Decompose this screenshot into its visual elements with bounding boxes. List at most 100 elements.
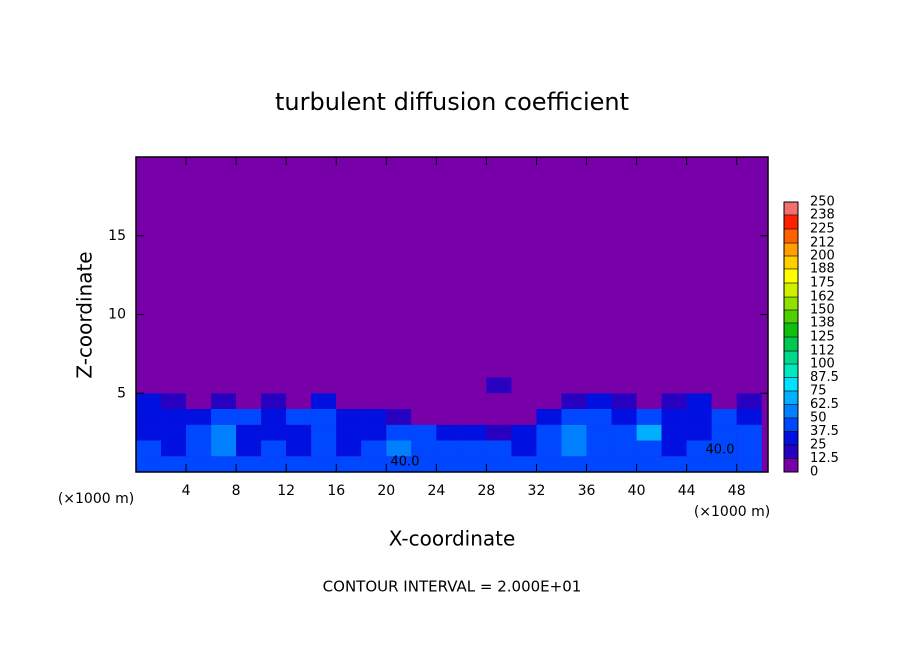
field-cell (261, 456, 287, 472)
colorbar-label: 0 (810, 465, 818, 480)
field-cell (311, 424, 337, 441)
field-cell (611, 393, 637, 409)
field-cell (461, 456, 487, 472)
colorbar-label: 112 (810, 344, 835, 359)
field-cell (386, 456, 412, 472)
colorbar-swatch (784, 214, 798, 229)
chart-title: turbulent diffusion coefficient (275, 88, 629, 116)
field-cell (211, 456, 237, 472)
field-cell (561, 377, 587, 394)
field-cell (686, 424, 712, 441)
x-tick-label: 4 (182, 483, 191, 499)
field-cell (386, 377, 412, 394)
field-cell (386, 409, 412, 425)
field-cell (436, 409, 462, 425)
field-cell (311, 409, 337, 425)
field-cell (311, 393, 337, 409)
field-cell (336, 456, 362, 472)
field-cell (511, 440, 537, 457)
colorbar-label: 175 (810, 276, 835, 291)
field-cell (236, 456, 262, 472)
x-unit: (×1000 m) (58, 491, 134, 507)
field-cell (161, 424, 187, 441)
field-cell (636, 440, 662, 457)
field-cell (361, 424, 387, 441)
colorbar-swatch (784, 243, 798, 256)
x-tick-label: 12 (277, 483, 295, 499)
field-cell (211, 440, 237, 457)
field-cell (536, 377, 562, 394)
colorbar-swatch (784, 418, 798, 432)
field-cell (636, 456, 662, 472)
x-tick-label: 16 (327, 483, 345, 499)
field-cell (586, 377, 612, 394)
colorbar-label: 150 (810, 303, 835, 318)
field-cell (136, 440, 162, 457)
field-cell (711, 440, 737, 457)
field-cell (261, 409, 287, 425)
x-tick-label: 32 (528, 483, 546, 499)
field-cell (636, 393, 662, 409)
field-cell (661, 393, 687, 409)
x-tick-label: 20 (377, 483, 395, 499)
field-cell (486, 440, 512, 457)
colorbar-swatch (784, 297, 798, 310)
field-cell (736, 409, 762, 425)
field-cell (736, 377, 762, 394)
field-cell (286, 440, 312, 457)
field-cell (511, 393, 537, 409)
field-cell (436, 456, 462, 472)
field-cell (711, 456, 737, 472)
field-cell (286, 409, 312, 425)
field-cell (136, 409, 162, 425)
colorbar-label: 250 (810, 195, 835, 210)
field-cell (736, 393, 762, 409)
colorbar-swatch (784, 351, 798, 364)
field-cell (311, 440, 337, 457)
field-cell (736, 456, 762, 472)
field-cell (211, 393, 237, 409)
field-cell (561, 456, 587, 472)
field-cell (411, 456, 437, 472)
x-tick-label: 28 (478, 483, 496, 499)
colorbar-label: 212 (810, 236, 835, 251)
field-cell (236, 377, 262, 394)
field-cell (411, 393, 437, 409)
colorbar-label: 225 (810, 222, 835, 237)
field-cell (336, 393, 362, 409)
colorbar-swatch (784, 310, 798, 323)
colorbar-swatch (784, 404, 798, 418)
contour-label: 40.0 (391, 455, 420, 470)
field-cell (686, 409, 712, 425)
field-cell (186, 409, 212, 425)
colorbar-label: 25 (810, 438, 827, 453)
field-cell (361, 456, 387, 472)
contour-label: 40.0 (706, 443, 735, 458)
colorbar-swatch (784, 202, 798, 215)
field-cell (511, 424, 537, 441)
x-unit: (×1000 m) (694, 504, 770, 520)
colorbar-swatch (784, 229, 798, 244)
field-cell (511, 409, 537, 425)
x-tick-label: 24 (427, 483, 445, 499)
field-cell (311, 456, 337, 472)
field-cell (661, 377, 687, 394)
field-cell (686, 393, 712, 409)
colorbar-label: 138 (810, 315, 835, 330)
colorbar-swatch (784, 283, 798, 298)
colorbar-label: 162 (810, 290, 835, 305)
field-cell (136, 377, 162, 394)
colorbar-label: 62.5 (810, 397, 839, 412)
colorbar-label: 125 (810, 330, 835, 345)
field-cell (636, 377, 662, 394)
field-cell (286, 456, 312, 472)
field-cell (336, 409, 362, 425)
colorbar-label: 200 (810, 249, 835, 264)
field-cell (736, 440, 762, 457)
colorbar-swatch (784, 445, 798, 459)
field-cell (461, 377, 487, 394)
field-cell (436, 440, 462, 457)
colorbar-swatch (784, 458, 798, 472)
field-cell (536, 424, 562, 441)
